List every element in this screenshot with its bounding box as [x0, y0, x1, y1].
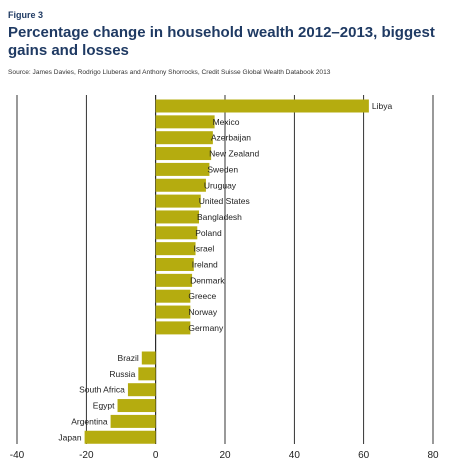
bar-label-egypt: Egypt: [93, 401, 115, 411]
bar-united-states: [155, 194, 201, 208]
bar-norway: [155, 305, 191, 319]
bar-label-argentina: Argentina: [71, 416, 108, 426]
bar-label-denmark: Denmark: [190, 275, 225, 285]
bar-label-mexico: Mexico: [213, 117, 240, 127]
chart-source: Source: James Davies, Rodrigo Lluberas a…: [8, 69, 331, 76]
bar-label-azerbaijan: Azerbaijan: [211, 133, 251, 143]
bar-label-israel: Israel: [194, 244, 215, 254]
bar-label-libya: Libya: [372, 101, 393, 111]
bar-label-greece: Greece: [188, 291, 216, 301]
x-tick-label: 40: [289, 450, 301, 461]
bar-label-germany: Germany: [188, 323, 224, 333]
bar-brazil: [141, 351, 156, 365]
bar-label-new-zealand: New Zealand: [209, 149, 259, 159]
bar-new-zealand: [155, 147, 212, 161]
bar-label-ireland: Ireland: [192, 260, 218, 270]
bar-label-uruguay: Uruguay: [204, 180, 237, 190]
bar-germany: [155, 321, 191, 335]
bar-sweden: [155, 162, 210, 176]
bar-mexico: [155, 115, 215, 129]
bar-uruguay: [155, 178, 206, 192]
x-tick-label: -20: [79, 450, 94, 461]
x-tick-label: 60: [358, 450, 370, 461]
bar-poland: [155, 226, 198, 240]
bars: [84, 99, 369, 444]
figure-label: Figure 3: [8, 10, 44, 20]
bar-azerbaijan: [155, 131, 213, 145]
bar-ireland: [155, 258, 194, 271]
chart-title: Percentage change in household wealth 20…: [8, 24, 435, 59]
bar-label-poland: Poland: [195, 228, 222, 238]
x-tick-label: 80: [427, 450, 439, 461]
bar-argentina: [110, 414, 156, 428]
category-labels: Libya Mexico Azerbaijan New Zealand Sweden Ur…: [58, 101, 392, 442]
bar-label-south-africa: South Africa: [79, 385, 125, 395]
bar-japan: [84, 430, 156, 444]
bar-denmark: [155, 273, 193, 287]
bar-label-norway: Norway: [188, 307, 218, 317]
bar-label-russia: Russia: [109, 369, 135, 379]
bar-greece: [155, 289, 191, 303]
bar-south-africa: [127, 383, 156, 397]
x-tick-label: 20: [219, 450, 231, 461]
bar-label-japan: Japan: [58, 432, 81, 442]
bar-russia: [138, 367, 156, 381]
x-axis-ticks: -40 -20 0 20 40 60 80: [10, 450, 439, 461]
bar-egypt: [117, 399, 156, 413]
bar-label-united-states: United States: [199, 196, 250, 206]
bar-label-sweden: Sweden: [207, 164, 238, 174]
bar-israel: [155, 242, 196, 256]
x-tick-label: -40: [10, 450, 25, 461]
bar-bangladesh: [155, 210, 199, 224]
bar-label-bangladesh: Bangladesh: [197, 212, 242, 222]
x-tick-label: 0: [153, 450, 159, 461]
bar-label-brazil: Brazil: [118, 353, 139, 363]
bar-libya: [155, 99, 369, 113]
